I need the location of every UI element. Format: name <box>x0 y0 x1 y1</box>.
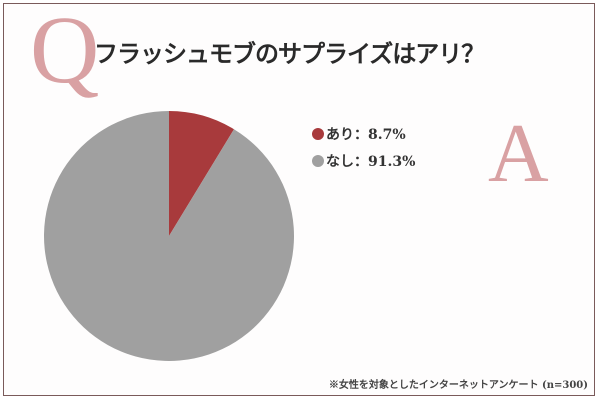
legend-item-yes: あり：8.7% <box>312 120 415 147</box>
pie-slice-no <box>44 111 295 361</box>
legend-label-yes: あり：8.7% <box>326 126 406 143</box>
pie-slice-yes <box>169 111 234 236</box>
legend-dot-no-icon <box>312 154 324 167</box>
footnote: ※女性を対象としたインターネットアンケート (n=300) <box>328 380 588 391</box>
chart-title: フラッシュモブのサプライズはアリ？ <box>94 39 485 68</box>
legend-label-no: なし：91.3% <box>326 153 416 170</box>
legend: あり：8.7% なし：91.3% <box>312 120 415 174</box>
legend-dot-yes-icon <box>312 127 324 140</box>
pie-chart <box>44 111 295 361</box>
q-letter: Q <box>30 0 100 103</box>
legend-item-no: なし：91.3% <box>312 147 415 174</box>
a-letter: A <box>488 107 549 200</box>
